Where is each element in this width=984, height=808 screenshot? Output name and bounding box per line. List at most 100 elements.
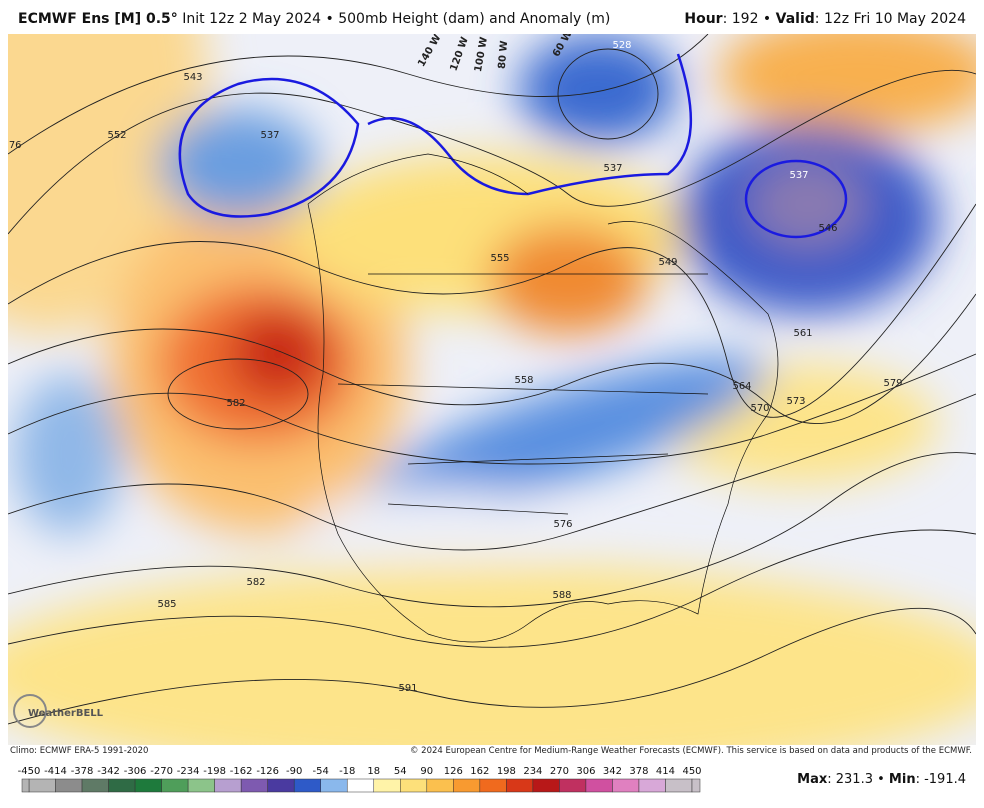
- climo-note: Climo: ECMWF ERA-5 1991-2020: [10, 746, 149, 756]
- contour-label: 537: [260, 130, 279, 141]
- contour-label: 546: [818, 223, 837, 234]
- contour-label: 582: [226, 398, 245, 409]
- hour-label: Hour: [684, 11, 723, 27]
- colorbar-swatch: [81, 778, 109, 793]
- max-min: Max: 231.3 • Min: -191.4: [797, 772, 966, 787]
- contour-label: 528: [612, 40, 631, 51]
- colorbar-tick-label: 378: [629, 766, 648, 777]
- colorbar-swatch: [400, 778, 428, 793]
- colorbar-swatch: [506, 778, 534, 793]
- colorbar-swatch: [214, 778, 242, 793]
- contour-label: 555: [490, 253, 509, 264]
- contour-label: 537: [603, 163, 622, 174]
- colorbar-tick-label: 342: [603, 766, 622, 777]
- colorbar-tick-label: 54: [394, 766, 407, 777]
- colorbar-tick-label: -198: [203, 766, 226, 777]
- colorbar-swatch: [532, 778, 560, 793]
- colorbar: -450 -414 -378 -342 -306 -270 -234 -198 -162 -126…: [18, 766, 702, 793]
- map: 543 552 537 576 555 549 537 546 561 564 570 573 579 5…: [8, 34, 976, 745]
- colorbar-tick-label: 450: [682, 766, 701, 777]
- colorbar-tick-label: 90: [420, 766, 433, 777]
- coastlines: [307, 153, 779, 643]
- colorbar-swatch: [346, 778, 375, 793]
- colorbar-swatch: [108, 778, 136, 793]
- colorbar-tick-label: -90: [286, 766, 302, 777]
- colorbar-swatch: [293, 778, 321, 793]
- contour-label: 561: [793, 328, 812, 339]
- colorbar-swatch: [28, 778, 56, 793]
- contour-label: 573: [786, 396, 805, 407]
- colorbar-tick-label: 234: [523, 766, 542, 777]
- contour-label: 558: [514, 375, 533, 386]
- min-label: Min: [888, 772, 916, 787]
- copyright: © 2024 European Centre for Medium-Range …: [409, 746, 972, 756]
- colorbar-tick-label: -414: [44, 766, 67, 777]
- header-left: ECMWF Ens [M] 0.5° Init 12z 2 May 2024 •…: [18, 11, 610, 27]
- colorbar-swatch: [479, 778, 507, 793]
- contour-label: 582: [246, 577, 265, 588]
- colorbar-tick-label: -270: [150, 766, 173, 777]
- colorbar-swatch: [612, 778, 640, 793]
- colorbar-swatch: [55, 778, 83, 793]
- colorbar-tick-label: 414: [656, 766, 675, 777]
- colorbar-swatch: [426, 778, 454, 793]
- colorbar-tick-label: 198: [497, 766, 516, 777]
- contour-label: 591: [398, 683, 417, 694]
- max-value: : 231.3 •: [827, 772, 885, 787]
- colorbar-tick-label: -234: [177, 766, 200, 777]
- colorbar-swatch: [161, 778, 189, 793]
- colorbar-swatch: [638, 778, 666, 793]
- logo: WeatherBELL: [28, 708, 104, 719]
- hour-value: : 192 •: [722, 11, 772, 27]
- contour-label: 537: [789, 170, 808, 181]
- colorbar-end: [21, 778, 30, 793]
- colorbar-swatch: [320, 778, 348, 793]
- colorbar-swatch: [134, 778, 162, 793]
- logo-icon: [13, 694, 47, 728]
- colorbar-tick-label: 18: [367, 766, 380, 777]
- contour-label: 585: [157, 599, 176, 610]
- header-right: Hour: 192 • Valid: 12z Fri 10 May 2024: [684, 11, 966, 27]
- colorbar-swatch: [373, 778, 401, 793]
- contour-label: 543: [183, 72, 202, 83]
- contour-label: 576: [8, 140, 22, 151]
- title-rest: Init 12z 2 May 2024 • 500mb Height (dam)…: [182, 11, 611, 27]
- title-bold: ECMWF Ens [M] 0.5°: [18, 11, 178, 27]
- contour-label: 579: [883, 378, 902, 389]
- colorbar-tick-label: -450: [18, 766, 41, 777]
- max-label: Max: [797, 772, 828, 787]
- colorbar-swatch: [665, 778, 693, 793]
- contour-label: 552: [107, 130, 126, 141]
- colorbar-swatch: [559, 778, 587, 793]
- colorbar-tick-label: -54: [313, 766, 329, 777]
- colorbar-tick-label: 126: [444, 766, 463, 777]
- colorbar-tick-label: 162: [470, 766, 489, 777]
- colorbar-swatch: [240, 778, 268, 793]
- colorbar-tick-label: -306: [124, 766, 147, 777]
- valid-value: : 12z Fri 10 May 2024: [814, 11, 966, 27]
- colorbar-end: [691, 778, 701, 793]
- colorbar-swatch: [585, 778, 613, 793]
- highlight-contours: [178, 53, 848, 239]
- colorbar-tick-label: -162: [230, 766, 253, 777]
- min-value: : -191.4: [915, 772, 966, 787]
- height-contours: [8, 34, 976, 725]
- contour-label: 576: [553, 519, 572, 530]
- contour-label: 588: [552, 590, 571, 601]
- colorbar-swatch: [453, 778, 481, 793]
- colorbar-swatch: [187, 778, 215, 793]
- valid-label: Valid: [775, 11, 815, 27]
- colorbar-swatch: [267, 778, 295, 793]
- colorbar-tick-label: 306: [576, 766, 595, 777]
- colorbar-tick-label: -126: [256, 766, 279, 777]
- colorbar-tick-label: -18: [339, 766, 355, 777]
- contour-label: 570: [750, 403, 769, 414]
- anomaly-field: [8, 34, 976, 745]
- longitude-label: 80 W: [497, 40, 510, 69]
- contour-label: 564: [732, 381, 751, 392]
- colorbar-tick-label: 270: [550, 766, 569, 777]
- contour-label: 549: [658, 257, 677, 268]
- colorbar-tick-label: -378: [71, 766, 94, 777]
- colorbar-tick-label: -342: [97, 766, 120, 777]
